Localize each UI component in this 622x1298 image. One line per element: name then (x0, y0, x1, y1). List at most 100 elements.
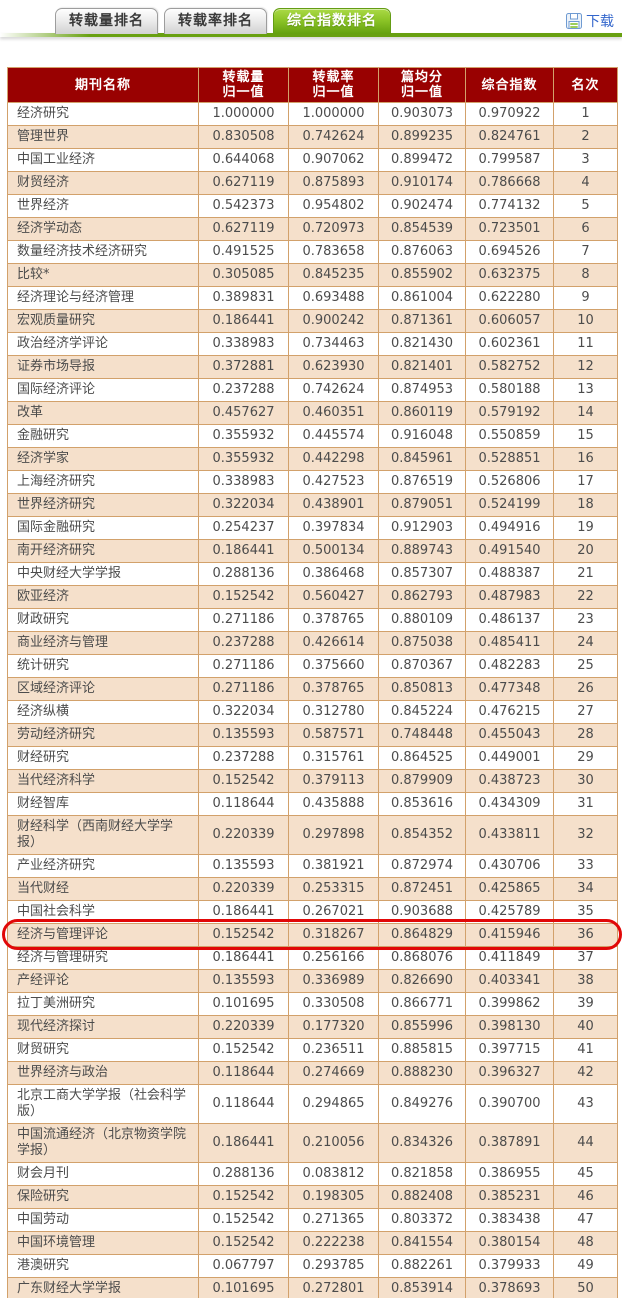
value-cell: 0.885815 (378, 1038, 466, 1062)
value-cell: 0.438901 (288, 493, 379, 517)
value-cell: 0.824761 (465, 125, 554, 149)
value-cell: 0.872451 (378, 877, 466, 901)
value-cell: 0.916048 (378, 424, 466, 448)
value-cell: 0.888230 (378, 1061, 466, 1085)
rank-cell: 1 (553, 102, 618, 126)
value-cell: 0.871361 (378, 309, 466, 333)
rank-cell: 32 (553, 815, 618, 855)
table-row: 政治经济学评论 0.338983 0.734463 0.821430 0.602361 1… (7, 332, 618, 356)
value-cell: 0.385231 (465, 1185, 554, 1209)
journal-name-cell: 产业经济研究 (7, 854, 199, 878)
journal-name-cell: 世界经济研究 (7, 493, 199, 517)
value-cell: 0.387891 (465, 1123, 554, 1163)
table-row: 财政研究 0.271186 0.378765 0.880109 0.486137 23 (7, 608, 618, 632)
table-row: 中央财经大学学报 0.288136 0.386468 0.857307 0.488387… (7, 562, 618, 586)
value-cell: 0.627119 (198, 171, 289, 195)
journal-name-cell: 中央财经大学学报 (7, 562, 199, 586)
journal-name-cell: 经济学动态 (7, 217, 199, 241)
value-cell: 0.438723 (465, 769, 554, 793)
value-cell: 0.872974 (378, 854, 466, 878)
tab-reprint-volume-ranking[interactable]: 转载量排名 (55, 8, 158, 34)
value-cell: 0.861004 (378, 286, 466, 310)
value-cell: 0.799587 (465, 148, 554, 172)
value-cell: 0.386955 (465, 1162, 554, 1186)
value-cell: 0.399862 (465, 992, 554, 1016)
value-cell: 0.397715 (465, 1038, 554, 1062)
value-cell: 0.425789 (465, 900, 554, 924)
value-cell: 0.135593 (198, 969, 289, 993)
journal-name-cell: 经济与管理研究 (7, 946, 199, 970)
value-cell: 0.305085 (198, 263, 289, 287)
value-cell: 0.330508 (288, 992, 379, 1016)
download-button[interactable]: 下载 (566, 11, 614, 31)
table-row: 产业经济研究 0.135593 0.381921 0.872974 0.430706 33 (7, 854, 618, 878)
tab-underline (0, 33, 622, 37)
value-cell: 0.582752 (465, 355, 554, 379)
value-cell: 0.868076 (378, 946, 466, 970)
value-cell: 0.415946 (465, 923, 554, 947)
value-cell: 0.486137 (465, 608, 554, 632)
value-cell: 0.274669 (288, 1061, 379, 1085)
value-cell: 0.864829 (378, 923, 466, 947)
value-cell: 0.622280 (465, 286, 554, 310)
value-cell: 0.336989 (288, 969, 379, 993)
value-cell: 0.627119 (198, 217, 289, 241)
table-row: 世界经济 0.542373 0.954802 0.902474 0.774132 5 (7, 194, 618, 218)
value-cell: 0.378765 (288, 677, 379, 701)
value-cell: 0.821430 (378, 332, 466, 356)
value-cell: 0.970922 (465, 102, 554, 126)
value-cell: 0.644068 (198, 148, 289, 172)
journal-name-cell: 上海经济研究 (7, 470, 199, 494)
table-row: 港澳研究 0.067797 0.293785 0.882261 0.379933 49 (7, 1254, 618, 1278)
value-cell: 0.186441 (198, 539, 289, 563)
value-cell: 0.542373 (198, 194, 289, 218)
journal-name-cell: 当代经济科学 (7, 769, 199, 793)
value-cell: 0.742624 (288, 378, 379, 402)
column-header-avg-score-normalized: 篇均分 归一值 (378, 67, 466, 103)
table-row: 比较* 0.305085 0.845235 0.855902 0.632375 8 (7, 263, 618, 287)
table-row: 南开经济研究 0.186441 0.500134 0.889743 0.491540 20 (7, 539, 618, 563)
table-row: 改革 0.457627 0.460351 0.860119 0.579192 14 (7, 401, 618, 425)
journal-name-cell: 管理世界 (7, 125, 199, 149)
table-row: 国际金融研究 0.254237 0.397834 0.912903 0.494916 19 (7, 516, 618, 540)
tab-reprint-rate-ranking[interactable]: 转载率排名 (164, 8, 267, 34)
table-row: 管理世界 0.830508 0.742624 0.899235 0.824761 2 (7, 125, 618, 149)
value-cell: 0.425865 (465, 877, 554, 901)
value-cell: 0.602361 (465, 332, 554, 356)
table-row: 劳动经济研究 0.135593 0.587571 0.748448 0.455043 28 (7, 723, 618, 747)
value-cell: 0.083812 (288, 1162, 379, 1186)
journal-name-cell: 区域经济评论 (7, 677, 199, 701)
rank-cell: 33 (553, 854, 618, 878)
value-cell: 0.853914 (378, 1277, 466, 1298)
value-cell: 0.826690 (378, 969, 466, 993)
value-cell: 0.378765 (288, 608, 379, 632)
table-row: 当代经济科学 0.152542 0.379113 0.879909 0.438723 30 (7, 769, 618, 793)
value-cell: 0.237288 (198, 631, 289, 655)
value-cell: 0.693488 (288, 286, 379, 310)
tab-composite-index-ranking[interactable]: 综合指数排名 (273, 8, 391, 34)
table-row: 数量经济技术经济研究 0.491525 0.783658 0.876063 0.6945… (7, 240, 618, 264)
journal-name-cell: 宏观质量研究 (7, 309, 199, 333)
rank-cell: 31 (553, 792, 618, 816)
rank-cell: 14 (553, 401, 618, 425)
value-cell: 0.482283 (465, 654, 554, 678)
value-cell: 0.118644 (198, 1061, 289, 1085)
rank-cell: 20 (553, 539, 618, 563)
journal-name-cell: 中国工业经济 (7, 148, 199, 172)
tab-bar: 转载量排名 转载率排名 综合指数排名 下载 (0, 0, 622, 37)
journal-name-cell: 政治经济学评论 (7, 332, 199, 356)
journal-name-cell: 统计研究 (7, 654, 199, 678)
column-header-composite-index: 综合指数 (465, 67, 554, 103)
value-cell: 0.271186 (198, 677, 289, 701)
rank-cell: 45 (553, 1162, 618, 1186)
value-cell: 0.579192 (465, 401, 554, 425)
value-cell: 0.267021 (288, 900, 379, 924)
rank-cell: 28 (553, 723, 618, 747)
value-cell: 0.912903 (378, 516, 466, 540)
value-cell: 0.853616 (378, 792, 466, 816)
value-cell: 0.254237 (198, 516, 289, 540)
journal-name-cell: 拉丁美洲研究 (7, 992, 199, 1016)
value-cell: 0.734463 (288, 332, 379, 356)
rank-cell: 21 (553, 562, 618, 586)
table-row: 中国环境管理 0.152542 0.222238 0.841554 0.380154 48 (7, 1231, 618, 1255)
